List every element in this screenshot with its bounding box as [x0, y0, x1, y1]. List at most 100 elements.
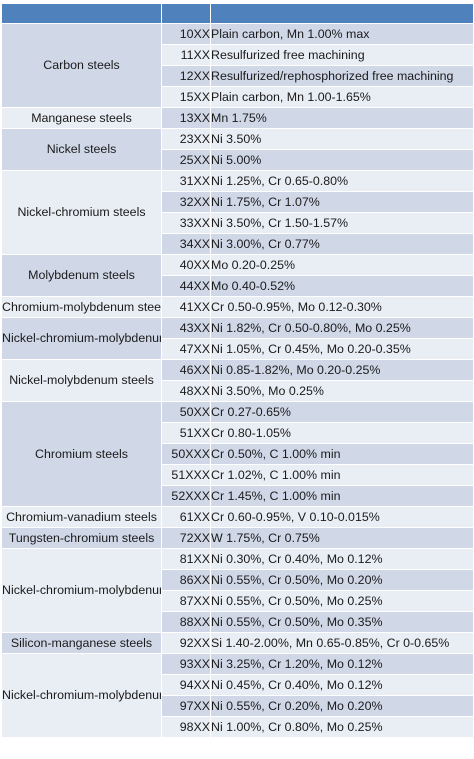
designation-code: 15XX: [161, 86, 211, 108]
designation-code: 10XX: [161, 23, 211, 45]
table-row: 51XX Cr 0.80-1.05%: [2, 422, 474, 444]
table-row: Nickel-chromium-molybdenum steels81XXNi …: [1, 548, 474, 633]
designation-code: 41XX: [161, 296, 211, 318]
table-row: Tungsten-chromium steels 72XX W 1.75%, Cr …: [1, 527, 474, 549]
steel-group-name: Nickel-chromium-molybdenum steels: [1, 317, 162, 360]
designation-code: 40XX: [161, 254, 211, 276]
table-row: Chromium steels 50XX Cr 0.27-0.65%: [1, 401, 474, 507]
header-cell-group: [1, 3, 162, 24]
composition-description: Ni 0.55%, Cr 0.50%, Mo 0.25%: [210, 590, 474, 612]
table-row: 44XX Mo 0.40-0.52%: [2, 275, 474, 297]
designation-code: 50XXX: [161, 443, 211, 465]
table-row: Chromium-molybdenum steels 41XX Cr 0.50-0.…: [1, 296, 474, 318]
designation-code: 12XX: [161, 65, 211, 87]
steel-group-name: Chromium steels: [1, 401, 162, 507]
steel-group-name: Carbon steels: [1, 23, 162, 108]
table-row: Nickel-chromium-molybdenum steels93XXNi …: [1, 653, 474, 738]
designation-code: 92XX: [161, 632, 211, 654]
composition-description: Ni 0.55%, Cr 0.20%, Mo 0.20%: [210, 695, 474, 717]
composition-description: Cr 0.60-0.95%, V 0.10-0.015%: [210, 506, 474, 528]
designation-code: 23XX: [161, 128, 211, 150]
composition-description: Ni 0.85-1.82%, Mo 0.20-0.25%: [210, 359, 474, 381]
composition-description: Ni 0.45%, Cr 0.40%, Mo 0.12%: [210, 674, 474, 696]
composition-description: Si 1.40-2.00%, Mn 0.65-0.85%, Cr 0-0.65%: [210, 632, 474, 654]
header-cell-code: [161, 3, 211, 24]
table-row: 86XX Ni 0.55%, Cr 0.50%, Mo 0.20%: [2, 569, 474, 591]
composition-description: Cr 1.45%, C 1.00% min: [210, 485, 474, 507]
composition-description: Ni 1.05%, Cr 0.45%, Mo 0.20-0.35%: [210, 338, 474, 360]
table-row: 87XX Ni 0.55%, Cr 0.50%, Mo 0.25%: [2, 590, 474, 612]
designation-code: 52XXX: [161, 485, 211, 507]
table-row: 50XXX Cr 0.50%, C 1.00% min: [2, 443, 474, 465]
steel-group-name: Chromium-molybdenum steels: [1, 296, 162, 318]
designation-code: 32XX: [161, 191, 211, 213]
composition-description: Mo 0.40-0.52%: [210, 275, 474, 297]
table-row: Carbon steels 10XX Plain carbon, Mn 1.00% …: [1, 23, 474, 108]
composition-description: Cr 1.02%, C 1.00% min: [210, 464, 474, 486]
table-row: 12XX Resulfurized/rephosphorized free mac…: [2, 65, 474, 87]
composition-description: Ni 0.55%, Cr 0.50%, Mo 0.35%: [210, 611, 474, 633]
table-body: Carbon steels 10XX Plain carbon, Mn 1.00% …: [1, 23, 474, 738]
composition-description: W 1.75%, Cr 0.75%: [210, 527, 474, 549]
composition-description: Cr 0.50%, C 1.00% min: [210, 443, 474, 465]
designation-code: 51XX: [161, 422, 211, 444]
composition-description: Ni 0.55%, Cr 0.50%, Mo 0.20%: [210, 569, 474, 591]
table-row: 32XX Ni 1.75%, Cr 1.07%: [2, 191, 474, 213]
designation-code: 31XX: [161, 170, 211, 192]
composition-description: Ni 1.82%, Cr 0.50-0.80%, Mo 0.25%: [210, 317, 474, 339]
composition-description: Cr 0.80-1.05%: [210, 422, 474, 444]
header-cell-desc: [210, 3, 474, 24]
steel-group-name: Molybdenum steels: [1, 254, 162, 297]
designation-code: 88XX: [161, 611, 211, 633]
table-row: 33XX Ni 3.50%, Cr 1.50-1.57%: [2, 212, 474, 234]
designation-code: 47XX: [161, 338, 211, 360]
designation-code: 51XXX: [161, 464, 211, 486]
designation-code: 87XX: [161, 590, 211, 612]
table-row: 11XX Resulfurized free machining: [2, 44, 474, 66]
designation-code: 44XX: [161, 275, 211, 297]
designation-code: 50XX: [161, 401, 211, 423]
designation-code: 86XX: [161, 569, 211, 591]
steel-group-name: Nickel-molybdenum steels: [1, 359, 162, 402]
designation-code: 11XX: [161, 44, 211, 66]
designation-code: 98XX: [161, 716, 211, 738]
table-row: Nickel-molybdenum steels 46XX Ni 0.85-1.82…: [1, 359, 474, 402]
composition-description: Ni 5.00%: [210, 149, 474, 171]
steel-group-name: Tungsten-chromium steels: [1, 527, 162, 549]
designation-code: 94XX: [161, 674, 211, 696]
table-row: Chromium-vanadium steels 61XX Cr 0.60-0.95…: [1, 506, 474, 528]
composition-description: Resulfurized free machining: [210, 44, 474, 66]
designation-code: 43XX: [161, 317, 211, 339]
steel-group-name: Silicon-manganese steels: [1, 632, 162, 654]
composition-description: Ni 3.50%, Mo 0.25%: [210, 380, 474, 402]
composition-description: Ni 3.50%: [210, 128, 474, 150]
composition-description: Cr 0.50-0.95%, Mo 0.12-0.30%: [210, 296, 474, 318]
designation-code: 81XX: [161, 548, 211, 570]
steel-group-name: Manganese steels: [1, 107, 162, 129]
steel-group-name: Nickel-chromium-molybdenum steels: [1, 548, 162, 633]
table-row: 48XX Ni 3.50%, Mo 0.25%: [2, 380, 474, 402]
composition-description: Plain carbon, Mn 1.00-1.65%: [210, 86, 474, 108]
composition-description: Ni 3.50%, Cr 1.50-1.57%: [210, 212, 474, 234]
table-row: Nickel-chromium steels 31XX Ni 1.25%, Cr 0…: [1, 170, 474, 255]
composition-description: Mo 0.20-0.25%: [210, 254, 474, 276]
table-row: Molybdenum steels 40XX Mo 0.20-0.25%: [1, 254, 474, 297]
composition-description: Plain carbon, Mn 1.00% max: [210, 23, 474, 45]
table-row: Nickel steels 23XX Ni 3.50%: [1, 128, 474, 171]
composition-description: Ni 3.25%, Cr 1.20%, Mo 0.12%: [210, 653, 474, 675]
composition-description: Ni 0.30%, Cr 0.40%, Mo 0.12%: [210, 548, 474, 570]
designation-code: 61XX: [161, 506, 211, 528]
composition-description: Ni 1.75%, Cr 1.07%: [210, 191, 474, 213]
header-row: [1, 3, 474, 24]
steel-group-name: Chromium-vanadium steels: [1, 506, 162, 528]
steel-group-name: Nickel steels: [1, 128, 162, 171]
designation-code: 72XX: [161, 527, 211, 549]
table-row: 88XX Ni 0.55%, Cr 0.50%, Mo 0.35%: [2, 611, 474, 633]
designation-code: 97XX: [161, 695, 211, 717]
table-row: Manganese steels 13XX Mn 1.75%: [1, 107, 474, 129]
steel-group-name: Nickel-chromium-molybdenum steels: [1, 653, 162, 738]
designation-code: 13XX: [161, 107, 211, 129]
table-row: 15XX Plain carbon, Mn 1.00-1.65%: [2, 86, 474, 108]
designation-code: 93XX: [161, 653, 211, 675]
steel-group-name: Nickel-chromium steels: [1, 170, 162, 255]
